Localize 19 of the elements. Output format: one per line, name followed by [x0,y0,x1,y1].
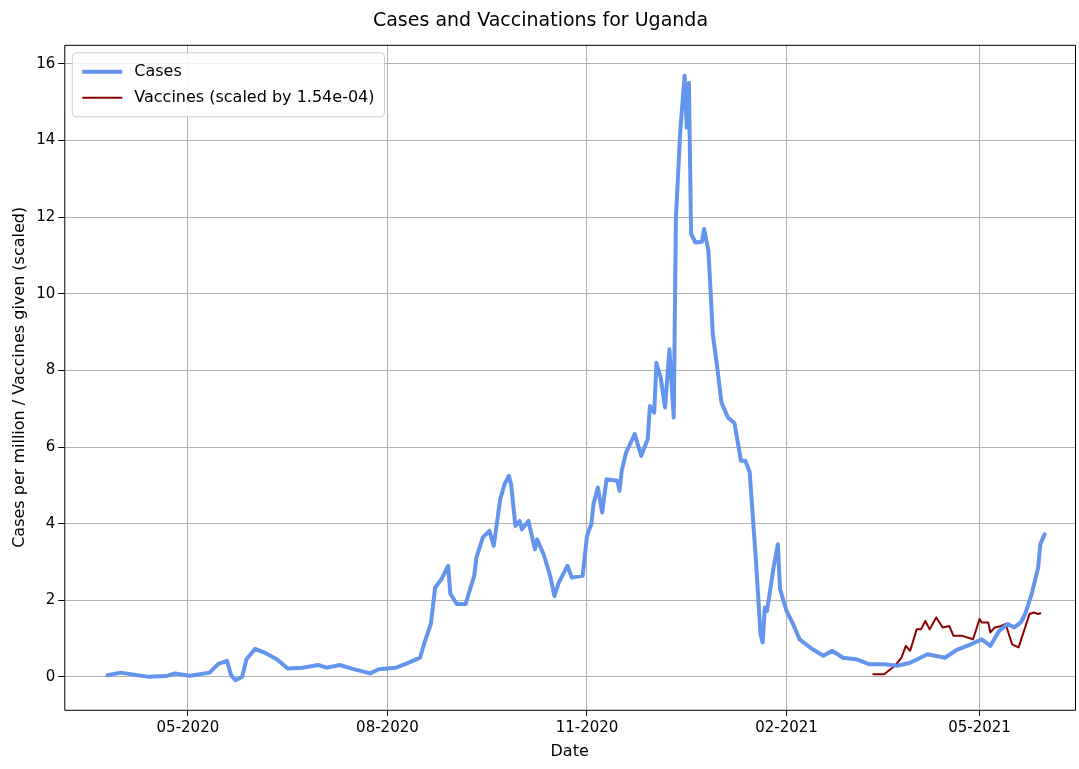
x-tick-label: 05-2021 [948,717,1011,736]
y-tick-label: 16 [36,53,56,72]
y-tick-label: 14 [36,130,56,149]
chart-title: Cases and Vaccinations for Uganda [372,8,709,31]
y-tick-label: 0 [45,666,56,685]
y-tick-label: 10 [36,283,56,302]
y-tick-label: 12 [36,207,56,226]
legend-label: Vaccines (scaled by 1.54e-04) [134,86,375,106]
y-tick-label: 4 [45,513,56,532]
legend-label: Cases [134,60,182,80]
y-axis-title: Cases per million / Vaccines given (scaled) [8,206,28,548]
x-tick-label: 05-2020 [156,717,220,736]
x-tick-label: 02-2021 [755,717,818,736]
y-tick-label: 2 [45,590,56,609]
x-tick-label: 08-2020 [356,717,419,736]
x-tick-label: 11-2020 [555,717,619,736]
y-tick-label: 8 [45,360,56,379]
y-tick-label: 6 [45,436,56,455]
x-axis-title: Date [550,740,589,760]
